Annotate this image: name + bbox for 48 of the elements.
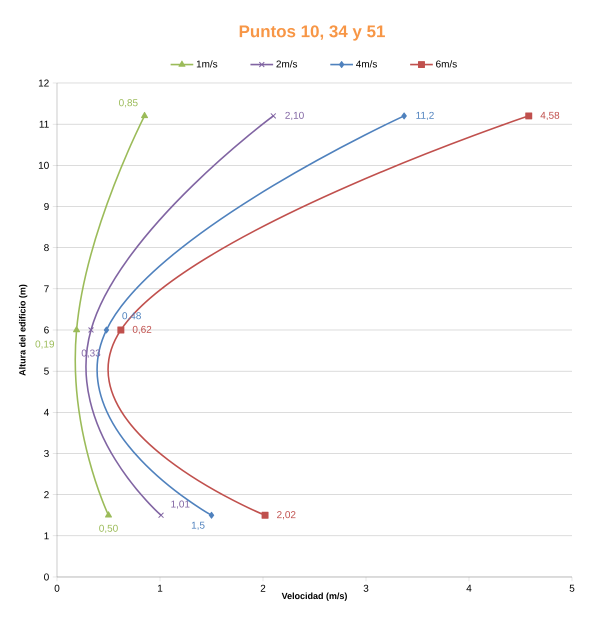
annotation: 0,62	[132, 326, 152, 334]
x-tick-label: 0	[54, 584, 60, 592]
y-tick-label: 12	[38, 80, 49, 86]
annotation: 2,10	[285, 112, 304, 120]
point	[270, 112, 276, 119]
y-tick-label: 5	[44, 368, 49, 375]
y-tick-label: 11	[40, 120, 49, 128]
point	[262, 512, 269, 519]
annotation: 0,85	[119, 99, 138, 108]
chart-title: Puntos 10, 34 y 51	[240, 25, 385, 41]
x-tick-label: 3	[364, 584, 368, 592]
point	[88, 327, 94, 333]
point	[158, 512, 164, 518]
legend-label: 2m/s	[276, 60, 298, 68]
legend-label: 1m/s	[196, 60, 218, 68]
point	[141, 112, 148, 118]
point	[401, 112, 407, 120]
point	[73, 326, 80, 332]
legend-label: 4m/s	[356, 60, 377, 68]
point	[104, 326, 110, 334]
annotation: 0,19	[35, 340, 54, 349]
point	[104, 511, 112, 518]
y-tick-label: 10	[38, 162, 49, 169]
point	[525, 112, 532, 120]
y-axis-title: Altura del edificio (m)	[18, 284, 28, 376]
y-tick-label: 6	[44, 326, 49, 334]
y-tick-label: 3	[44, 450, 49, 458]
y-tick-label: 8	[44, 244, 49, 252]
y-tick-label: 2	[44, 491, 49, 498]
x-tick-label: 4	[466, 584, 472, 592]
annotation: 2,02	[277, 511, 296, 520]
annotation: 11,2	[416, 112, 434, 120]
y-tick-label: 1	[44, 532, 49, 540]
x-tick-label: 5	[570, 584, 574, 592]
point	[208, 512, 214, 519]
x-axis-title: Velocidad (m/s)	[282, 592, 347, 601]
y-tick-label: 4	[44, 408, 49, 416]
annotation: 1,01	[171, 500, 190, 509]
point	[117, 326, 124, 334]
x-tick-label: 2	[260, 584, 266, 592]
x-tick-label: 1	[158, 584, 162, 592]
y-tick-label: 9	[44, 202, 49, 210]
legend-label: 6m/s	[436, 60, 457, 68]
annotation: 0,50	[99, 524, 118, 533]
y-tick-label: 7	[44, 285, 49, 292]
annotation: 1,5	[192, 522, 205, 530]
y-tick-label: 0	[44, 573, 49, 581]
annotation: 4,58	[540, 112, 560, 120]
